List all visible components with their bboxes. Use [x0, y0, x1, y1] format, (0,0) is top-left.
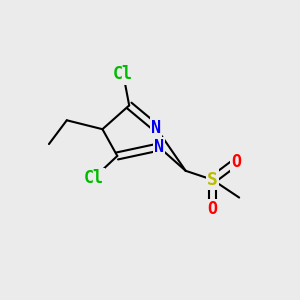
Text: O: O — [231, 153, 241, 171]
Text: Cl: Cl — [113, 65, 133, 83]
Text: N: N — [151, 119, 161, 137]
Text: S: S — [207, 171, 218, 189]
Text: N: N — [154, 138, 164, 156]
Text: O: O — [207, 200, 218, 218]
Text: Cl: Cl — [83, 169, 103, 187]
